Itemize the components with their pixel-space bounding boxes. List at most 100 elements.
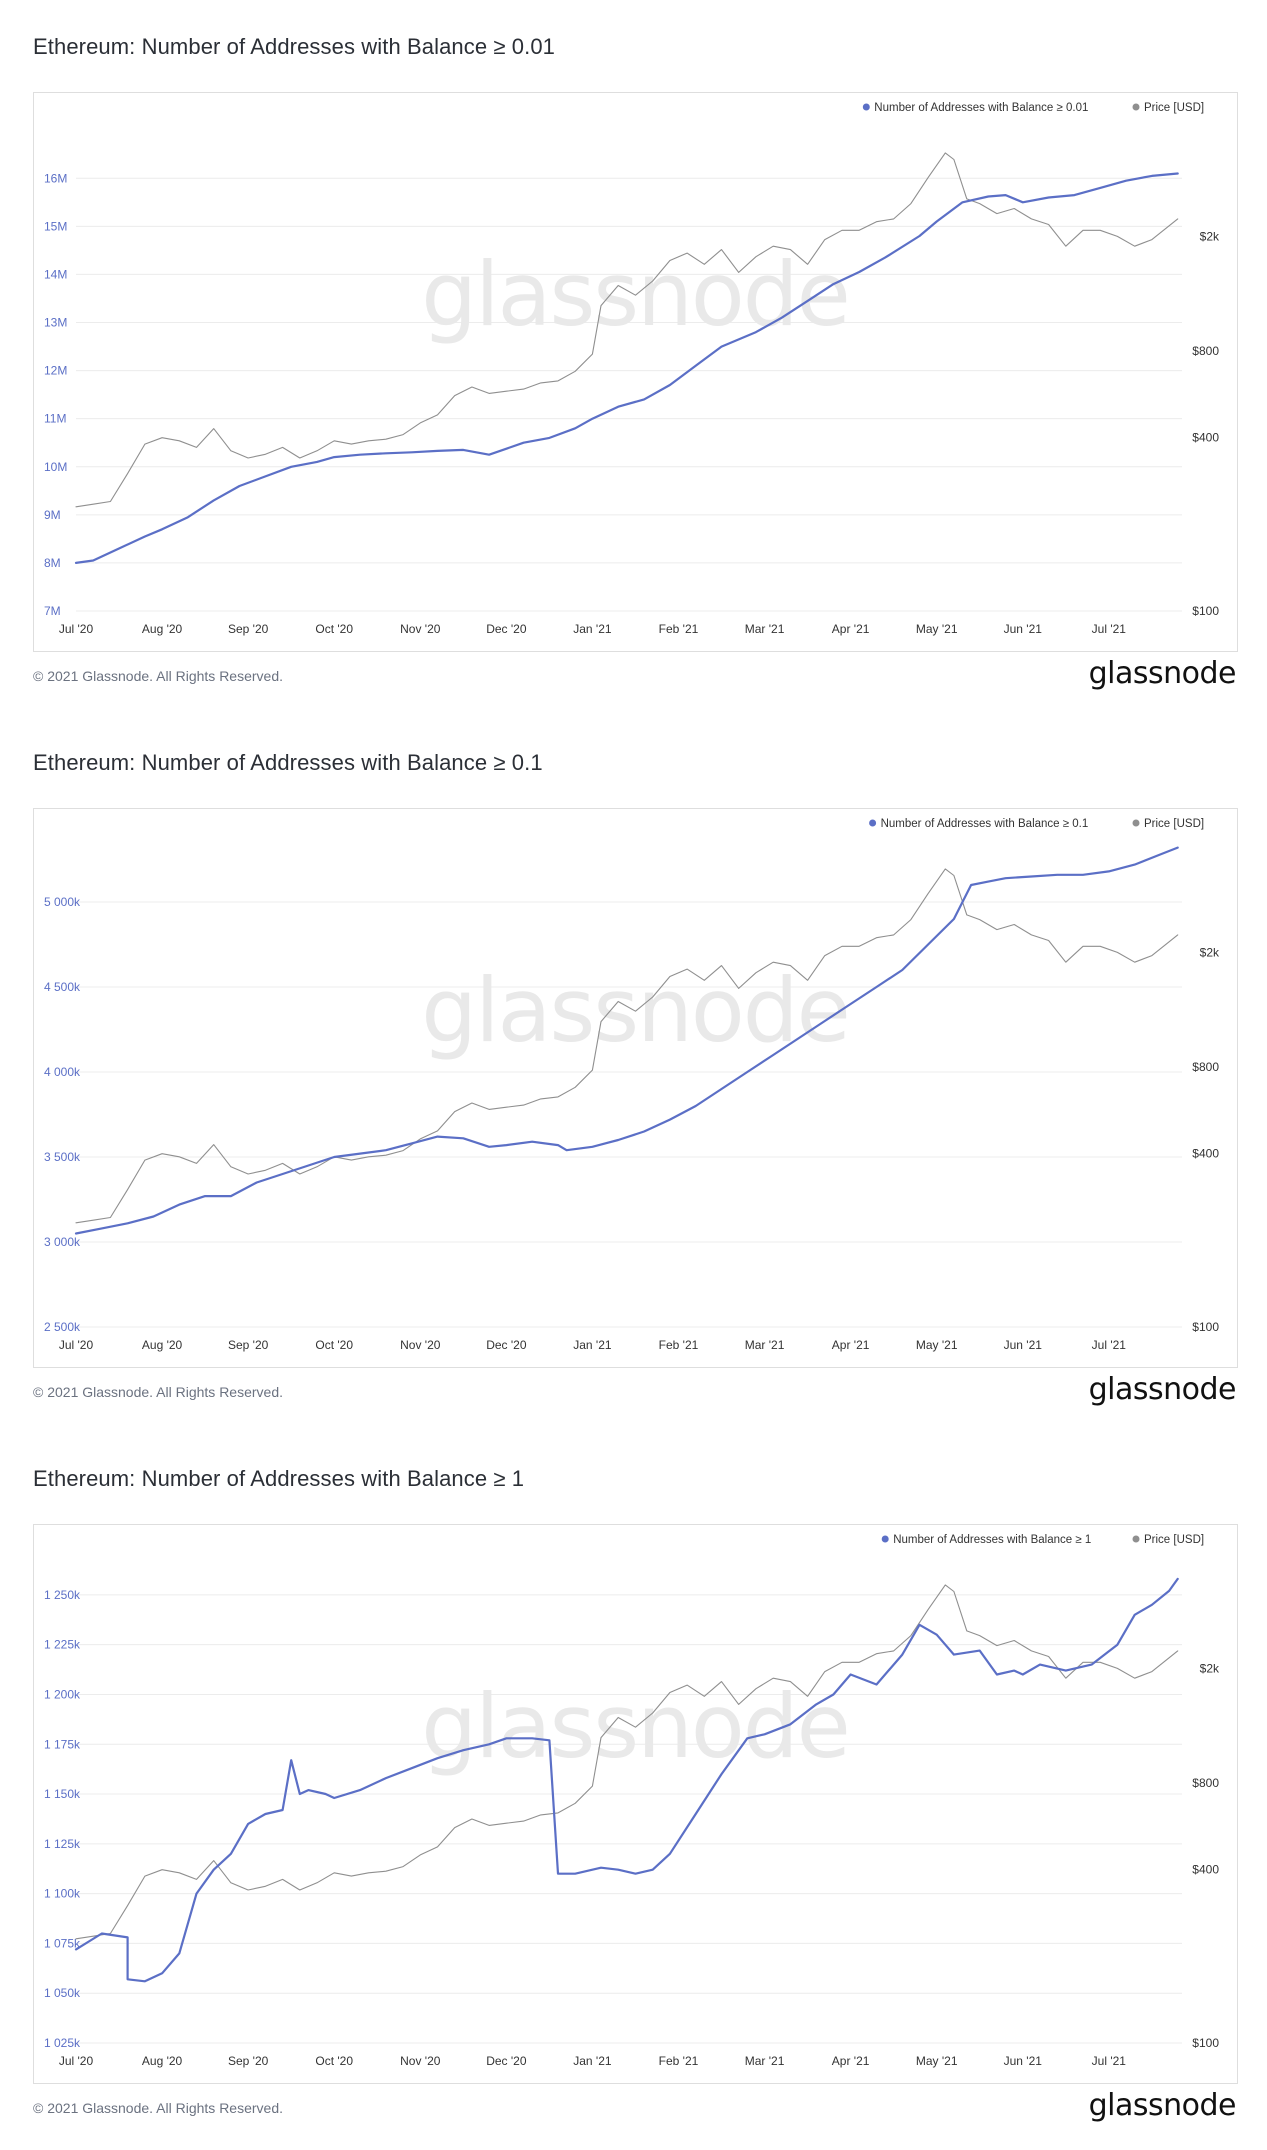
x-tick: Sep '20	[228, 1338, 269, 1352]
x-tick: Jun '21	[1004, 1338, 1043, 1352]
y-tick-right: $400	[1192, 431, 1219, 445]
legend-label: Price [USD]	[1144, 102, 1204, 114]
chart-area: glassnode 2 500k 3 000k 3 500k 4 000k 4 500k 5…	[33, 808, 1238, 1368]
y-tick-right: $100	[1192, 1320, 1219, 1334]
legend-dot-icon	[1132, 103, 1140, 111]
x-tick: May '21	[916, 622, 958, 636]
y-tick-left: 1 150k	[44, 1787, 81, 1801]
y-tick-left: 3 000k	[44, 1235, 81, 1249]
y-tick-left: 5 000k	[44, 895, 81, 909]
y-tick-left: 10M	[44, 460, 67, 474]
y-tick-left: 12M	[44, 364, 67, 378]
y-tick-left: 1 250k	[44, 1588, 81, 1602]
legend-label: Price [USD]	[1144, 818, 1204, 830]
x-tick: Oct '20	[315, 2054, 353, 2068]
line-chart: glassnode7M8M9M10M11M12M13M14M15M16M$100…	[44, 102, 1220, 636]
x-tick: Aug '20	[142, 2054, 183, 2068]
x-tick: Dec '20	[486, 2054, 527, 2068]
y-tick-left: 9M	[44, 508, 61, 522]
x-tick: Jun '21	[1004, 622, 1043, 636]
x-tick: Dec '20	[486, 1338, 527, 1352]
chart-title: Ethereum: Number of Addresses with Balan…	[33, 34, 556, 59]
x-tick: Jul '20	[59, 2054, 94, 2068]
glassnode-logo[interactable]: glassnode	[1088, 2088, 1237, 2123]
x-tick: Sep '20	[228, 622, 269, 636]
copyright-text: © 2021 Glassnode. All Rights Reserved.	[33, 668, 284, 684]
glassnode-logo[interactable]: glassnode	[1088, 656, 1237, 691]
y-tick-left: 1 075k	[44, 1936, 81, 1950]
x-tick: Apr '21	[832, 2054, 870, 2068]
x-tick: Jul '21	[1092, 1338, 1127, 1352]
x-tick: Jul '20	[59, 1338, 94, 1352]
x-tick: Jan '21	[573, 2054, 612, 2068]
legend-dot-icon	[1132, 1535, 1140, 1543]
y-tick-right: $100	[1192, 2036, 1219, 2050]
y-tick-left: 2 500k	[44, 1320, 81, 1334]
chart-panel-1: Ethereum: Number of Addresses with Balan…	[0, 0, 1267, 716]
price-series-line	[75, 152, 1179, 508]
y-tick-right: $400	[1192, 1863, 1219, 1877]
chart-area: glassnode 7M 8M 9M 10M 11M 12M 13M 14M 15M 16M $100…	[33, 92, 1238, 652]
glassnode-logo[interactable]: glassnode	[1088, 1372, 1237, 1407]
legend-label: Number of Addresses with Balance ≥ 1	[893, 1534, 1091, 1546]
x-tick: Aug '20	[142, 622, 183, 636]
x-tick: Dec '20	[486, 622, 527, 636]
y-tick-right: $2k	[1200, 945, 1220, 959]
x-tick: Nov '20	[400, 622, 441, 636]
y-tick-left: 7M	[44, 604, 61, 618]
chart-panel-2: Ethereum: Number of Addresses with Balan…	[0, 716, 1267, 1432]
legend-dot-icon	[869, 819, 877, 827]
x-tick: Jul '21	[1092, 622, 1127, 636]
legend-dot-icon	[1132, 819, 1140, 827]
y-tick-left: 11M	[44, 412, 66, 426]
legend-label: Number of Addresses with Balance ≥ 0.01	[874, 102, 1088, 114]
y-tick-left: 15M	[44, 219, 67, 233]
y-tick-left: 1 025k	[44, 2036, 81, 2050]
y-tick-right: $800	[1192, 344, 1219, 358]
addresses-series-line	[74, 1577, 1179, 1983]
y-tick-right: $400	[1192, 1147, 1219, 1161]
x-tick: Mar '21	[745, 622, 785, 636]
y-tick-right: $2k	[1200, 1661, 1220, 1675]
x-tick: May '21	[916, 1338, 958, 1352]
legend-label: Price [USD]	[1144, 1534, 1204, 1546]
y-tick-left: 1 200k	[44, 1687, 81, 1701]
chart-title: Ethereum: Number of Addresses with Balan…	[33, 1466, 525, 1491]
price-series-line	[75, 868, 1179, 1224]
y-tick-right: $800	[1192, 1776, 1219, 1790]
legend-dot-icon	[881, 1535, 889, 1543]
addresses-series-line	[74, 846, 1179, 1235]
x-tick: Jul '20	[59, 622, 94, 636]
y-tick-left: 1 100k	[44, 1887, 81, 1901]
y-tick-left: 13M	[44, 316, 67, 330]
y-tick-left: 4 500k	[44, 980, 81, 994]
x-tick: Feb '21	[659, 2054, 699, 2068]
price-series-line	[75, 1584, 1179, 1940]
x-tick: Apr '21	[832, 622, 870, 636]
y-tick-left: 3 500k	[44, 1150, 81, 1164]
y-tick-left: 16M	[44, 171, 67, 185]
chart-panel-3: Ethereum: Number of Addresses with Balan…	[0, 1432, 1267, 2148]
legend-label: Number of Addresses with Balance ≥ 0.1	[881, 818, 1089, 830]
x-tick: Jan '21	[573, 622, 612, 636]
x-tick: Jul '21	[1092, 2054, 1127, 2068]
y-tick-left: 14M	[44, 267, 67, 281]
x-tick: Oct '20	[315, 622, 353, 636]
x-tick: Mar '21	[745, 2054, 785, 2068]
x-tick: Feb '21	[659, 1338, 699, 1352]
x-tick: May '21	[916, 2054, 958, 2068]
y-tick-right: $800	[1192, 1060, 1219, 1074]
x-tick: Mar '21	[745, 1338, 785, 1352]
y-tick-right: $100	[1192, 604, 1219, 618]
y-tick-left: 1 225k	[44, 1638, 81, 1652]
y-tick-left: 8M	[44, 556, 61, 570]
x-tick: Feb '21	[659, 622, 699, 636]
y-tick-left: 1 050k	[44, 1986, 81, 2000]
x-tick: Sep '20	[228, 2054, 269, 2068]
legend-dot-icon	[862, 103, 870, 111]
x-tick: Oct '20	[315, 1338, 353, 1352]
x-tick: Nov '20	[400, 1338, 441, 1352]
y-tick-right: $2k	[1200, 229, 1220, 243]
